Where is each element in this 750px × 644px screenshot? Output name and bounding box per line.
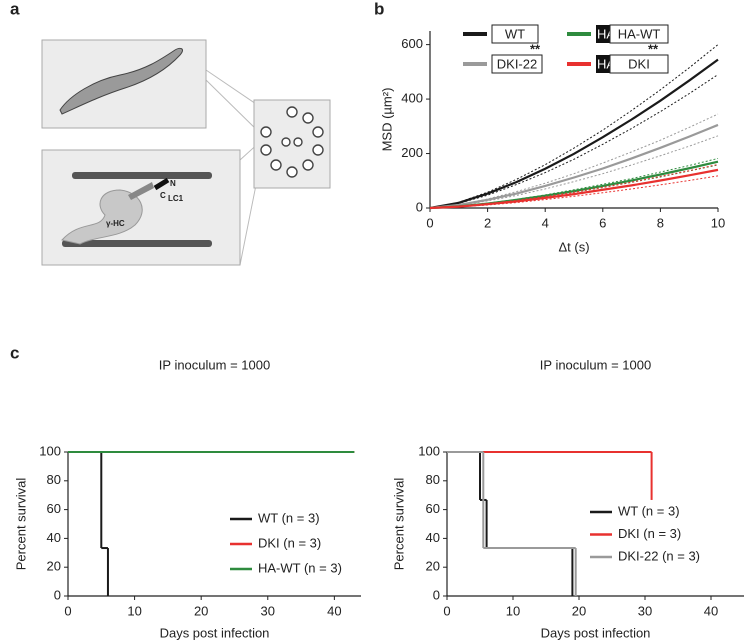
panel-label: c (10, 343, 19, 362)
y-axis-label: MSD (µm²) (379, 88, 394, 152)
confidence-band (429, 74, 719, 209)
y-tick-label: 0 (433, 587, 440, 602)
x-tick-label: 0 (64, 603, 71, 618)
y-axis-label: Percent survival (13, 478, 28, 571)
legend-box (609, 54, 669, 74)
legend-label: DKI-22 (n = 3) (618, 548, 700, 563)
diagram-label: N (170, 179, 176, 188)
legend-label: WT (n = 3) (618, 503, 680, 518)
y-axis-label: Percent survival (391, 478, 406, 571)
x-axis-label: Days post infection (541, 625, 651, 640)
zoom-line (205, 79, 263, 136)
confidence-band (429, 44, 719, 209)
legend-box (491, 24, 539, 44)
x-tick-label: 2 (484, 215, 491, 230)
diagram-label: γ-HC (106, 219, 125, 228)
x-tick-label: 40 (704, 603, 718, 618)
legend-label: DKI-22 (497, 56, 537, 71)
axoneme (260, 106, 324, 178)
panel-label: b (374, 0, 384, 18)
x-tick-label: 30 (261, 603, 275, 618)
legend-label: DKI (n = 3) (258, 535, 321, 550)
y-tick-label: 20 (426, 559, 440, 574)
x-tick-label: 10 (711, 215, 725, 230)
x-tick-label: 8 (657, 215, 664, 230)
y-tick-label: 40 (47, 530, 61, 545)
legend-box (491, 54, 543, 74)
line (429, 168, 719, 210)
dynein (61, 189, 143, 245)
x-tick-label: 20 (572, 603, 586, 618)
panel-label: a (10, 0, 20, 18)
confidence-band (429, 157, 719, 209)
diagram: N C LC1 γ-HC (41, 39, 331, 266)
microtubule (72, 172, 212, 179)
chart-title: IP inoculum = 1000 (540, 357, 651, 372)
x-tick-label: 30 (638, 603, 652, 618)
x-tick-label: 40 (327, 603, 341, 618)
legend-tag-box (596, 25, 610, 43)
y-tick-label: 40 (426, 530, 440, 545)
y-tick-label: 0 (54, 587, 61, 602)
line (429, 58, 719, 210)
significance: ** (648, 41, 659, 56)
stalk (128, 182, 154, 200)
diagram-label: C (160, 191, 166, 200)
legend-label: WT (n = 3) (258, 510, 320, 525)
x-tick-label: 0 (443, 603, 450, 618)
x-tick-label: 10 (506, 603, 520, 618)
zoom-line (205, 69, 263, 109)
legend-label: HA-WT (n = 3) (258, 560, 342, 575)
legend-label: WT (505, 26, 525, 41)
trypanosome (59, 47, 183, 115)
lc1 (153, 177, 170, 191)
y-tick-label: 100 (39, 443, 61, 458)
y-tick-label: 20 (47, 559, 61, 574)
x-axis-label: Days post infection (160, 625, 270, 640)
y-tick-label: 200 (401, 145, 423, 160)
chart-title: IP inoculum = 1000 (159, 357, 270, 372)
y-tick-label: 100 (418, 443, 440, 458)
y-tick-label: 60 (426, 501, 440, 516)
y-tick-label: 0 (416, 199, 423, 214)
diagram-label: LC1 (168, 194, 184, 203)
significance: ** (530, 41, 541, 56)
legend-box (609, 24, 669, 44)
y-tick-label: 80 (47, 472, 61, 487)
legend-label: DKI (n = 3) (618, 526, 681, 541)
y-tick-label: 400 (401, 91, 423, 106)
line (429, 123, 719, 210)
y-tick-label: 60 (47, 501, 61, 516)
y-tick-label: 600 (401, 36, 423, 51)
legend-tag-box (596, 55, 610, 73)
legend-label: DKI (628, 56, 650, 71)
y-tick-label: 80 (426, 472, 440, 487)
x-tick-label: 0 (426, 215, 433, 230)
x-tick-label: 6 (599, 215, 606, 230)
x-tick-label: 20 (194, 603, 208, 618)
microtubule (62, 240, 212, 247)
x-tick-label: 4 (542, 215, 549, 230)
x-axis-label: Δt (s) (558, 239, 589, 254)
x-tick-label: 10 (127, 603, 141, 618)
legend-label: HA-WT (618, 26, 661, 41)
